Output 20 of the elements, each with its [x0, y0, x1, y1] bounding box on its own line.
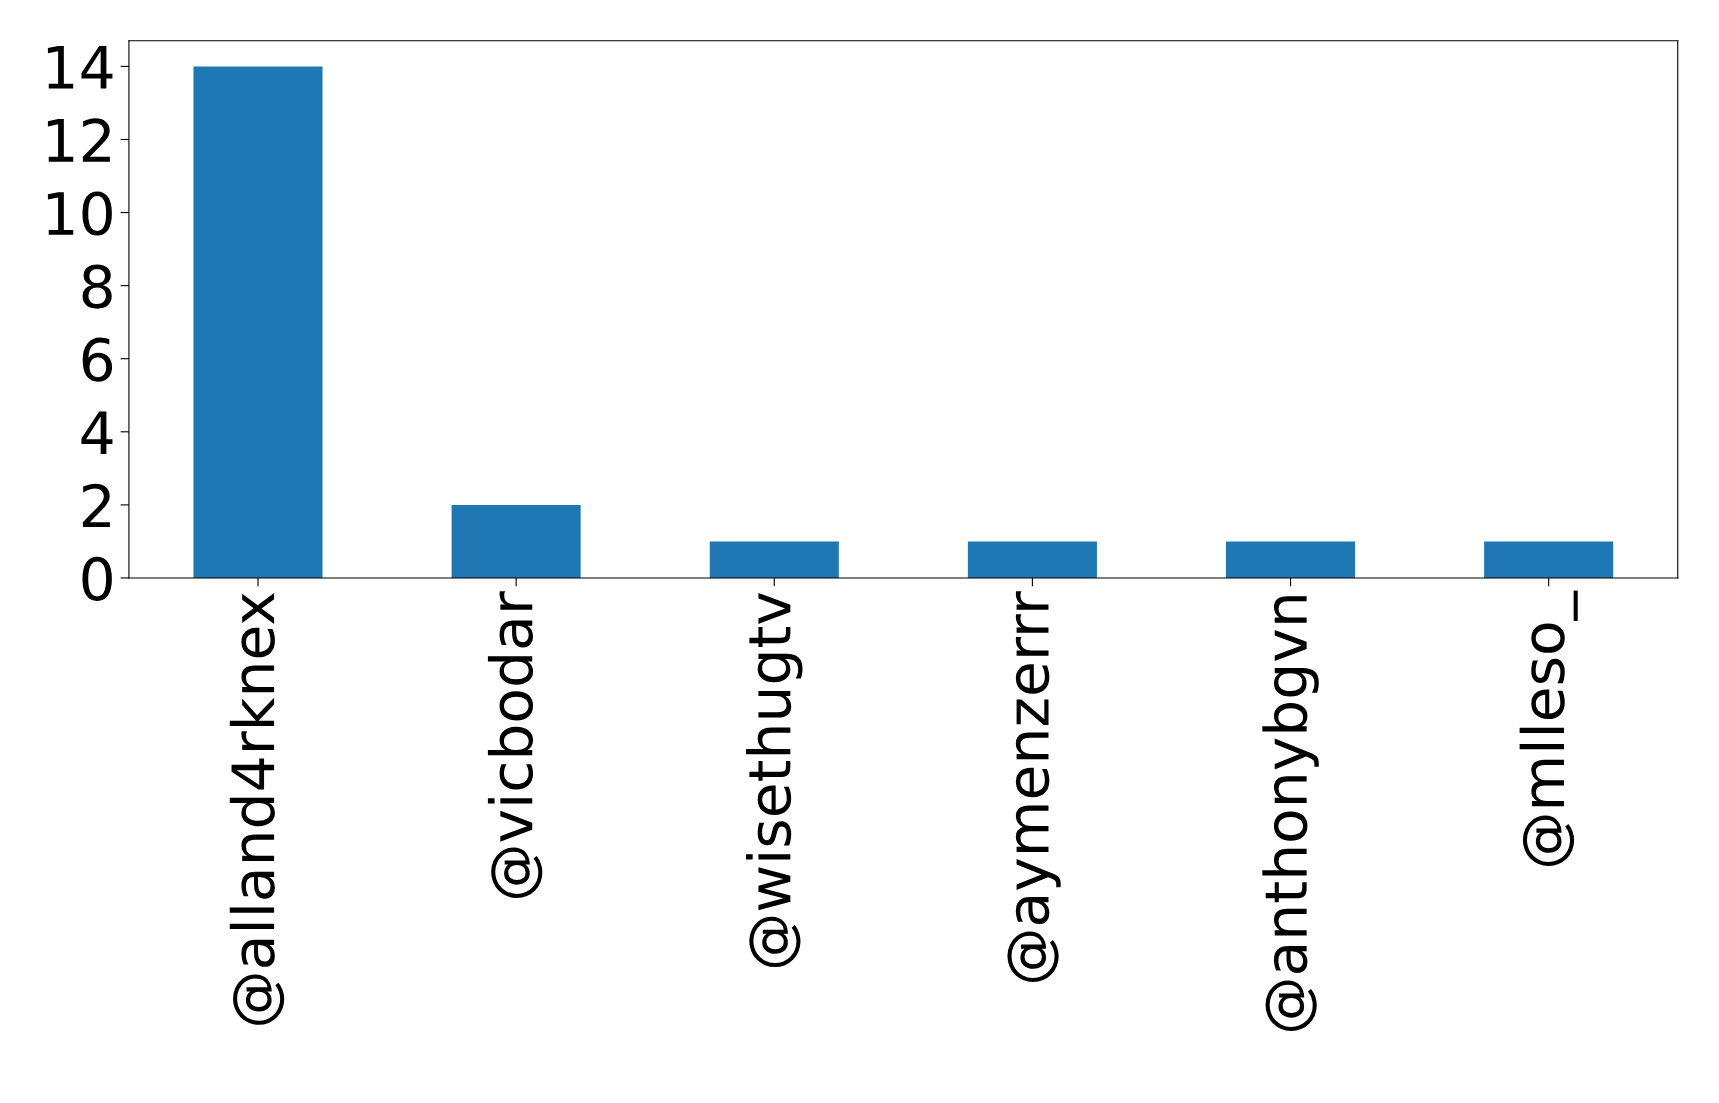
y-tick-label: 14 — [47, 46, 113, 89]
x-tick-label: @vicbodar — [487, 591, 543, 898]
x-tick-label: @wisethugtv — [746, 592, 803, 968]
y-tick-label: 0 — [82, 556, 112, 601]
y-tick-label: 2 — [82, 483, 110, 528]
y-tick-label: 10 — [47, 191, 112, 236]
x-tick-label: @alland4rknex — [229, 593, 285, 1025]
bar — [1226, 541, 1356, 578]
y-tick-label: 6 — [82, 337, 113, 382]
y-tick-label: 4 — [81, 411, 113, 454]
bar — [451, 504, 581, 578]
x-tick-label: @anthonybgvn — [1262, 596, 1319, 1031]
bar — [1484, 541, 1614, 578]
x-tick-label: @mlleso_ — [1519, 590, 1578, 867]
bar — [709, 541, 839, 578]
x-tick-label: @aymenzerrr — [1007, 591, 1061, 983]
bar — [193, 66, 323, 578]
y-tick-label: 12 — [47, 118, 110, 162]
y-tick-label: 8 — [82, 264, 112, 309]
bar — [967, 541, 1097, 578]
